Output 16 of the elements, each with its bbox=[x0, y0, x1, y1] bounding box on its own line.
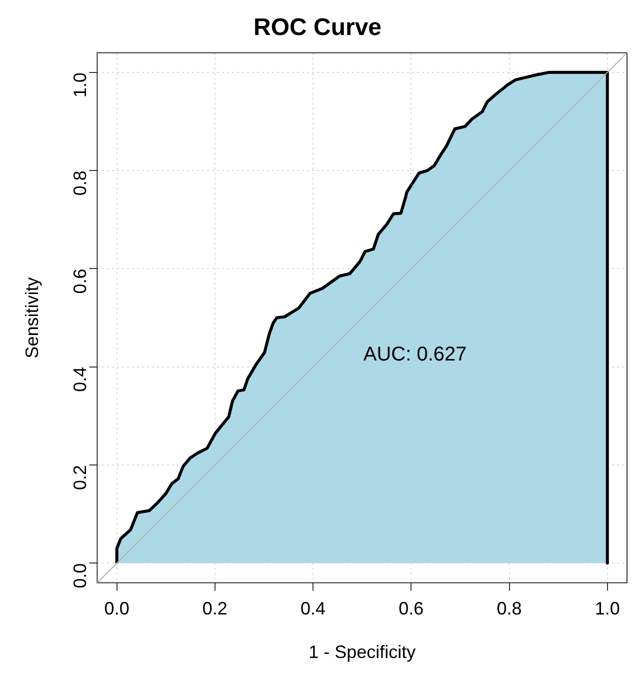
y-tick-label: 0.2 bbox=[70, 465, 90, 490]
y-tick-label: 1.0 bbox=[70, 72, 90, 98]
annotation: AUC: 0.627 bbox=[363, 343, 467, 366]
chart-title: ROC Curve bbox=[253, 14, 382, 42]
x-tick-label: 0.6 bbox=[398, 598, 424, 619]
y-tick-label: 0.8 bbox=[70, 170, 90, 196]
y-tick-label: 0.6 bbox=[70, 268, 90, 294]
x-tick-label: 1.0 bbox=[594, 598, 620, 619]
x-tick-label: 0.8 bbox=[496, 598, 522, 619]
x-axis-title: 1 - Specificity bbox=[308, 642, 416, 662]
x-tick-label: 0.2 bbox=[202, 598, 228, 619]
y-tick-label: 0.0 bbox=[70, 563, 90, 588]
x-tick-label: 0.4 bbox=[300, 598, 326, 619]
y-tick-label: 0.4 bbox=[70, 366, 90, 392]
y-axis-title: Sensitivity bbox=[22, 277, 42, 358]
x-tick-label: 0.0 bbox=[104, 598, 130, 619]
